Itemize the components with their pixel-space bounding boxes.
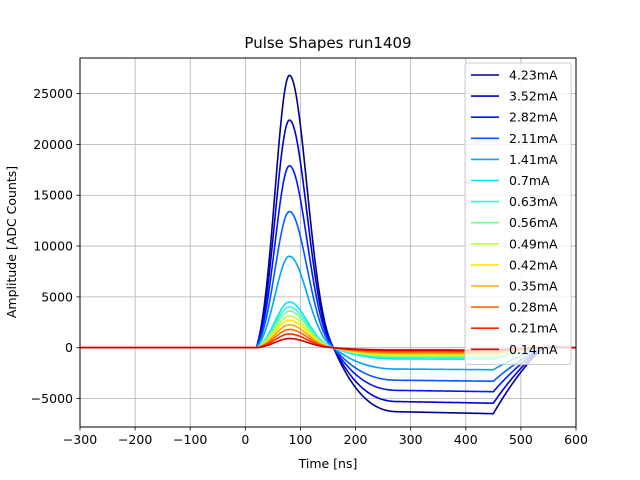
legend-label: 0.28mA <box>509 300 558 315</box>
legend-label: 0.35mA <box>509 279 558 294</box>
legend-label: 4.23mA <box>509 68 558 83</box>
x-tick-label: −100 <box>173 432 207 447</box>
x-tick-label: 200 <box>344 432 368 447</box>
x-tick-label: 300 <box>399 432 423 447</box>
legend-label: 0.14mA <box>509 342 558 357</box>
legend-label: 0.63mA <box>509 194 558 209</box>
legend-label: 2.11mA <box>509 131 558 146</box>
legend-label: 3.52mA <box>509 89 558 104</box>
x-tick-label: 400 <box>454 432 478 447</box>
legend-label: 0.7mA <box>509 173 550 188</box>
x-tick-label: 100 <box>289 432 313 447</box>
x-axis-label: Time [ns] <box>298 456 358 471</box>
plot-frame <box>79 57 577 428</box>
y-tick-label: 10000 <box>33 239 73 254</box>
x-tick-label: 0 <box>241 432 249 447</box>
chart-title: Pulse Shapes run1409 <box>244 34 411 52</box>
x-tick-label: 500 <box>509 432 533 447</box>
legend-label: 0.49mA <box>509 236 558 251</box>
legend-label: 2.82mA <box>509 110 558 125</box>
axis-ticks: −300 −200 −100 0 100 200 300 400 500 600 −5000 0 500… <box>31 86 588 447</box>
x-tick-label: 600 <box>564 432 588 447</box>
y-tick-label: 5000 <box>41 289 73 304</box>
legend-label: 0.56mA <box>509 215 558 230</box>
legend: 4.23mA 3.52mA 2.82mA 2.11mA 1.41mA 0.7mA 0.63m… <box>464 62 572 365</box>
y-tick-label: 25000 <box>33 86 73 101</box>
y-axis-label: Amplitude [ADC Counts] <box>4 166 19 318</box>
legend-label: 1.41mA <box>509 152 558 167</box>
legend-label: 0.42mA <box>509 257 558 272</box>
legend-label: 0.21mA <box>509 321 558 336</box>
y-tick-label: 20000 <box>33 137 73 152</box>
y-tick-label: 0 <box>65 340 73 355</box>
y-tick-label: −5000 <box>31 391 73 406</box>
x-tick-label: −200 <box>118 432 152 447</box>
y-tick-label: 15000 <box>33 188 73 203</box>
legend-box <box>464 62 572 365</box>
x-tick-label: −300 <box>63 432 97 447</box>
